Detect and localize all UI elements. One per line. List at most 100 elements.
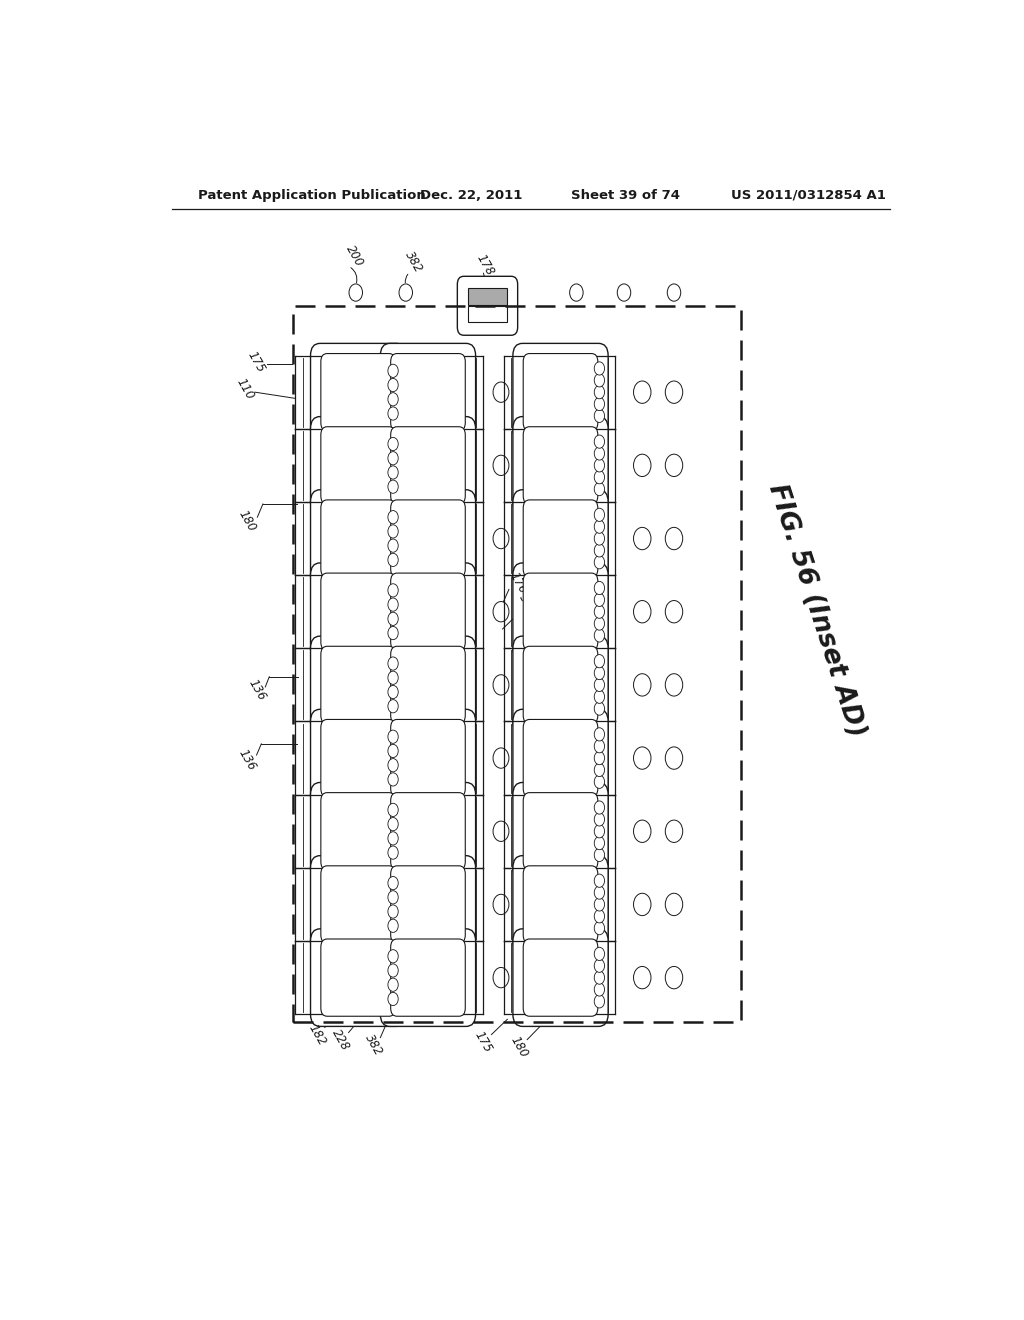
- Circle shape: [594, 605, 604, 618]
- Circle shape: [594, 667, 604, 680]
- FancyBboxPatch shape: [391, 792, 465, 870]
- FancyBboxPatch shape: [310, 343, 406, 441]
- Circle shape: [594, 544, 604, 557]
- FancyBboxPatch shape: [310, 709, 406, 807]
- Circle shape: [388, 553, 398, 566]
- Circle shape: [634, 528, 651, 549]
- FancyBboxPatch shape: [380, 783, 475, 880]
- Text: 176: 176: [507, 570, 529, 597]
- FancyBboxPatch shape: [310, 636, 406, 734]
- Circle shape: [494, 528, 509, 549]
- Circle shape: [494, 455, 509, 475]
- Circle shape: [666, 454, 683, 477]
- Circle shape: [594, 739, 604, 752]
- FancyBboxPatch shape: [513, 343, 608, 441]
- Circle shape: [666, 673, 683, 696]
- Circle shape: [666, 820, 683, 842]
- Circle shape: [569, 284, 583, 301]
- Circle shape: [594, 520, 604, 533]
- FancyBboxPatch shape: [321, 866, 395, 942]
- Circle shape: [594, 655, 604, 668]
- Circle shape: [349, 284, 362, 301]
- Circle shape: [634, 601, 651, 623]
- FancyBboxPatch shape: [321, 500, 395, 577]
- Circle shape: [388, 657, 398, 671]
- Text: 228: 228: [330, 1027, 352, 1052]
- Text: 200: 200: [343, 243, 366, 269]
- Circle shape: [666, 966, 683, 989]
- Text: Dec. 22, 2011: Dec. 22, 2011: [420, 189, 522, 202]
- Circle shape: [634, 673, 651, 696]
- FancyBboxPatch shape: [391, 647, 465, 723]
- FancyBboxPatch shape: [310, 417, 406, 515]
- Circle shape: [388, 480, 398, 494]
- Circle shape: [388, 919, 398, 932]
- FancyBboxPatch shape: [513, 490, 608, 587]
- Circle shape: [594, 898, 604, 911]
- Bar: [293, 306, 741, 1022]
- FancyBboxPatch shape: [513, 562, 608, 660]
- FancyBboxPatch shape: [321, 647, 395, 723]
- Circle shape: [388, 993, 398, 1006]
- Circle shape: [634, 747, 651, 770]
- Circle shape: [594, 581, 604, 594]
- FancyBboxPatch shape: [380, 636, 475, 734]
- Circle shape: [388, 804, 398, 817]
- FancyBboxPatch shape: [310, 490, 406, 587]
- Circle shape: [594, 532, 604, 545]
- Circle shape: [594, 837, 604, 850]
- Circle shape: [594, 616, 604, 630]
- FancyBboxPatch shape: [380, 855, 475, 953]
- Circle shape: [388, 539, 398, 552]
- Text: 136: 136: [246, 677, 268, 704]
- FancyBboxPatch shape: [321, 719, 395, 797]
- FancyBboxPatch shape: [523, 939, 598, 1016]
- Circle shape: [666, 381, 683, 404]
- Text: 175: 175: [246, 348, 268, 375]
- FancyBboxPatch shape: [391, 866, 465, 942]
- Text: 180: 180: [236, 508, 258, 535]
- Text: 382: 382: [402, 249, 425, 275]
- Circle shape: [495, 284, 508, 301]
- FancyBboxPatch shape: [513, 929, 608, 1027]
- Circle shape: [388, 392, 398, 405]
- Circle shape: [594, 909, 604, 923]
- Circle shape: [594, 459, 604, 473]
- Circle shape: [594, 801, 604, 814]
- Circle shape: [594, 508, 604, 521]
- Circle shape: [388, 949, 398, 962]
- Circle shape: [594, 995, 604, 1008]
- Circle shape: [666, 528, 683, 549]
- FancyBboxPatch shape: [523, 647, 598, 723]
- Circle shape: [594, 678, 604, 692]
- Circle shape: [594, 447, 604, 461]
- Circle shape: [388, 685, 398, 698]
- Circle shape: [594, 483, 604, 496]
- Circle shape: [594, 436, 604, 449]
- Text: FIG. 56 (Inset AD): FIG. 56 (Inset AD): [764, 480, 870, 741]
- FancyBboxPatch shape: [310, 783, 406, 880]
- Circle shape: [388, 846, 398, 859]
- Circle shape: [388, 700, 398, 713]
- FancyBboxPatch shape: [468, 289, 507, 305]
- Circle shape: [634, 381, 651, 404]
- FancyBboxPatch shape: [513, 636, 608, 734]
- Circle shape: [388, 876, 398, 890]
- Text: Sheet 39 of 74: Sheet 39 of 74: [570, 189, 680, 202]
- FancyBboxPatch shape: [523, 792, 598, 870]
- Circle shape: [388, 598, 398, 611]
- FancyBboxPatch shape: [391, 719, 465, 797]
- Circle shape: [388, 730, 398, 743]
- Circle shape: [634, 454, 651, 477]
- Circle shape: [594, 751, 604, 764]
- Text: 136: 136: [236, 747, 258, 774]
- Circle shape: [388, 906, 398, 919]
- Circle shape: [494, 602, 509, 622]
- Circle shape: [594, 813, 604, 826]
- Circle shape: [666, 601, 683, 623]
- Circle shape: [668, 284, 681, 301]
- FancyBboxPatch shape: [321, 354, 395, 430]
- Text: 110: 110: [233, 376, 256, 403]
- Circle shape: [666, 747, 683, 770]
- Text: US 2011/0312854 A1: US 2011/0312854 A1: [731, 189, 886, 202]
